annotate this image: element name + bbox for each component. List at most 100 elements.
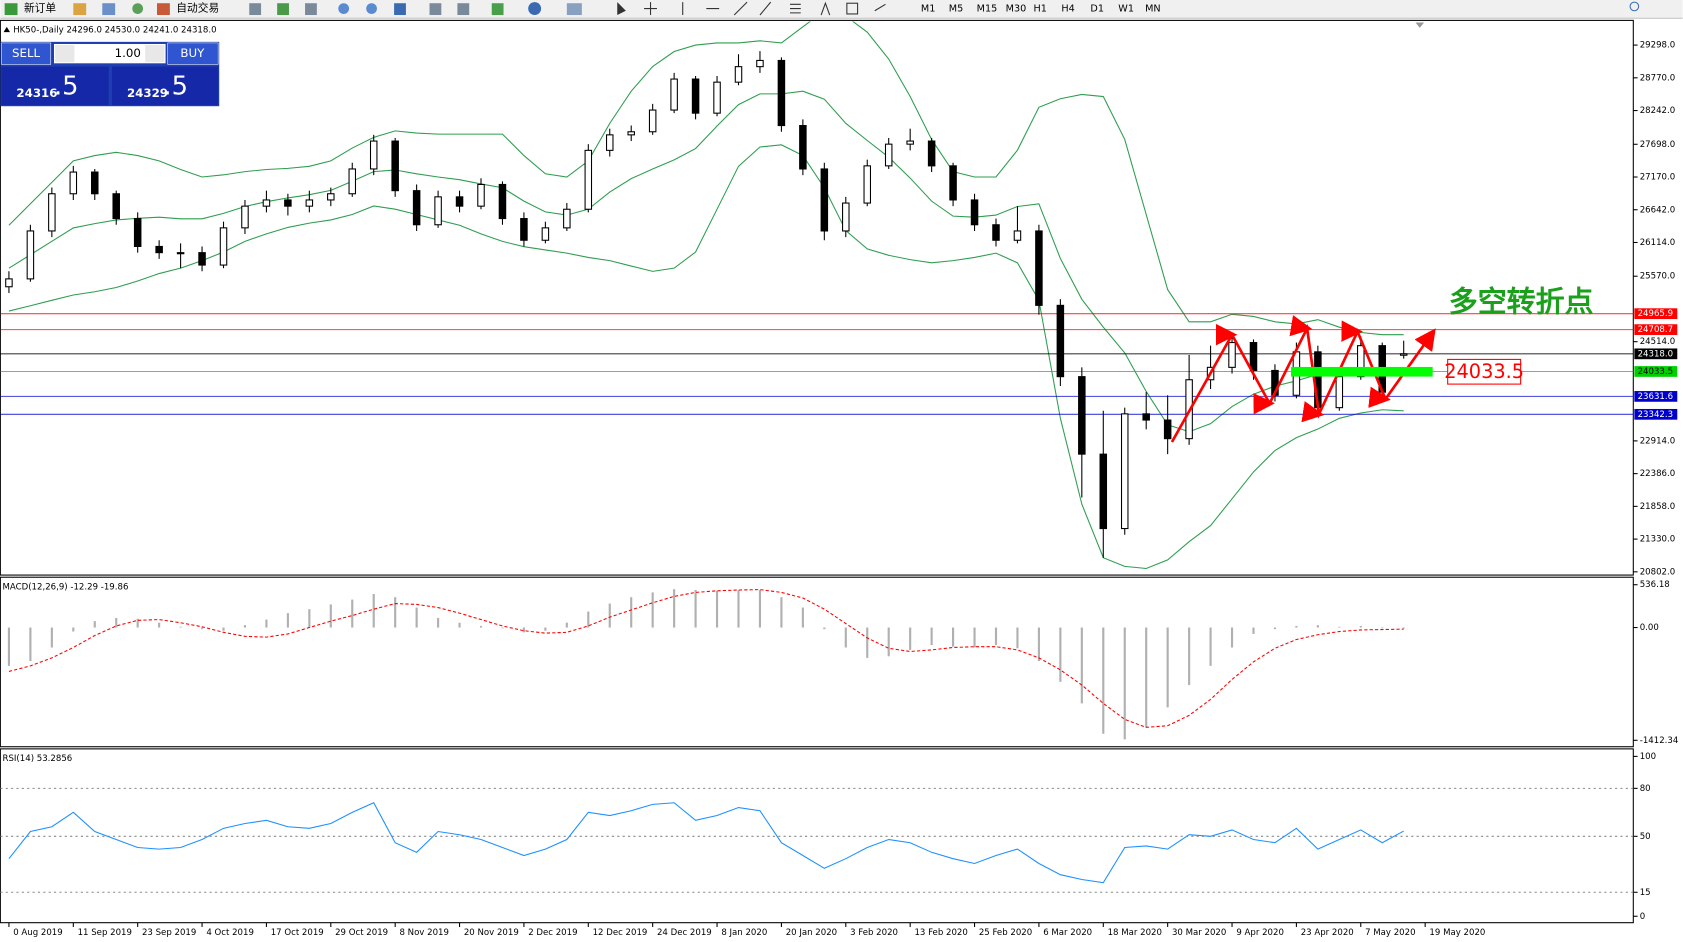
candle-body bbox=[927, 140, 936, 167]
price-level-label: 24318.0 bbox=[1638, 349, 1673, 359]
tool-icon[interactable] bbox=[102, 3, 116, 16]
candle-body bbox=[155, 245, 163, 254]
macd-frame bbox=[0, 576, 1634, 748]
cursor-tool[interactable] bbox=[617, 2, 626, 16]
bid-box[interactable] bbox=[1, 66, 109, 106]
candle-body bbox=[563, 208, 571, 229]
y-tick-label: 28242.0 bbox=[1640, 106, 1675, 116]
candle-body bbox=[48, 193, 56, 232]
candle-body bbox=[691, 78, 700, 114]
auto-trading-icon[interactable] bbox=[156, 3, 170, 16]
candle-body bbox=[1013, 230, 1022, 241]
candle-body bbox=[412, 190, 421, 226]
zoom-in[interactable] bbox=[338, 3, 350, 14]
x-tick-label: 6 Mar 2020 bbox=[1043, 928, 1092, 938]
chart-menu[interactable] bbox=[3, 26, 11, 33]
new-order-icon[interactable] bbox=[4, 3, 18, 16]
tool-icon[interactable] bbox=[566, 3, 582, 16]
lot-down[interactable] bbox=[55, 45, 75, 63]
tool-icons bbox=[249, 1, 886, 16]
crosshair-tool[interactable] bbox=[644, 2, 657, 16]
price-level-label: 24708.7 bbox=[1638, 325, 1673, 335]
timeframe-button[interactable]: W1 bbox=[1118, 4, 1134, 15]
candle-body bbox=[1099, 453, 1108, 530]
ask-box[interactable] bbox=[111, 66, 219, 106]
x-tick-label: 9 Apr 2020 bbox=[1236, 928, 1284, 938]
y-tick-label: 50 bbox=[1640, 832, 1651, 842]
candle-body bbox=[369, 140, 378, 170]
x-tick-label: 8 Jan 2020 bbox=[721, 928, 767, 938]
price-level-label: 23342.3 bbox=[1638, 410, 1673, 420]
zoom-out[interactable] bbox=[366, 3, 377, 14]
sell-button[interactable] bbox=[1, 42, 52, 65]
timeframe-button[interactable]: M30 bbox=[1006, 4, 1027, 15]
lot-input[interactable] bbox=[53, 43, 166, 64]
toolbar: 新订单 自动交易 bbox=[0, 0, 1683, 19]
timeframe-button[interactable]: MN bbox=[1145, 4, 1161, 15]
new-order-label[interactable]: 新订单 bbox=[24, 2, 56, 15]
x-tick-label: 20 Nov 2019 bbox=[464, 928, 519, 938]
timeframe-button[interactable]: D1 bbox=[1090, 4, 1104, 15]
bollinger-lower bbox=[8, 144, 1404, 570]
candle-body bbox=[1335, 376, 1344, 409]
tool-icon[interactable] bbox=[132, 3, 144, 14]
tool-icon[interactable] bbox=[73, 3, 87, 16]
x-tick-label: 29 Oct 2019 bbox=[335, 928, 388, 938]
candle-body bbox=[1399, 353, 1408, 356]
timeframe-button[interactable]: H1 bbox=[1034, 4, 1047, 15]
text-tool[interactable] bbox=[820, 1, 831, 16]
draw-tools[interactable] bbox=[682, 1, 801, 16]
tool-icon[interactable] bbox=[429, 3, 442, 16]
x-tick-label: 11 Sep 2019 bbox=[78, 928, 132, 938]
tool-icon[interactable] bbox=[457, 3, 470, 16]
bid-fraction[interactable]: .5 bbox=[54, 71, 79, 101]
buy-button[interactable] bbox=[167, 42, 219, 65]
candle-body bbox=[970, 199, 979, 226]
sell-label[interactable]: SELL bbox=[12, 46, 41, 60]
timeframe-button[interactable]: H4 bbox=[1061, 4, 1074, 15]
y-tick-label: 26642.0 bbox=[1640, 205, 1675, 215]
timeframe-button[interactable]: M1 bbox=[921, 4, 935, 15]
price-level-box bbox=[1634, 324, 1678, 335]
shift-marker[interactable] bbox=[1415, 22, 1425, 28]
y-tick-label: 25570.0 bbox=[1640, 272, 1675, 282]
y-tick-label: 21858.0 bbox=[1640, 502, 1675, 512]
candle-body bbox=[648, 109, 657, 133]
tool-icon[interactable] bbox=[249, 3, 262, 16]
y-tick-label: 21330.0 bbox=[1640, 535, 1675, 545]
tool-icon[interactable] bbox=[491, 3, 504, 16]
candle-body bbox=[284, 199, 292, 207]
pivot-zone bbox=[1291, 366, 1433, 377]
tool-icon[interactable] bbox=[277, 3, 289, 16]
rsi-title: RSI(14) 53.2856 bbox=[2, 754, 72, 764]
trade-panel: SELL 1.00 BUY 24316 .5 24329 .5 bbox=[0, 41, 220, 107]
candle-body bbox=[262, 199, 271, 207]
search-icon[interactable] bbox=[1629, 1, 1640, 12]
candle-body bbox=[949, 165, 957, 201]
y-tick-label: 80 bbox=[1640, 784, 1651, 794]
timeframe-button[interactable]: M5 bbox=[949, 4, 963, 15]
ask-main[interactable]: 24329 bbox=[127, 86, 168, 100]
lot-value[interactable]: 1.00 bbox=[115, 46, 141, 60]
x-tick-label: 17 Oct 2019 bbox=[271, 928, 324, 938]
arrow-tool[interactable] bbox=[874, 3, 886, 12]
label-tool[interactable] bbox=[846, 2, 859, 15]
candle-body bbox=[91, 171, 99, 195]
y-tick-label: 100 bbox=[1640, 752, 1656, 762]
candle-body bbox=[1228, 342, 1236, 368]
candle-body bbox=[305, 199, 314, 207]
auto-trading-label[interactable]: 自动交易 bbox=[176, 2, 219, 15]
candle-body bbox=[777, 59, 786, 127]
bid-main[interactable]: 24316 bbox=[16, 86, 57, 100]
candle-body bbox=[1035, 230, 1043, 306]
tool-icon[interactable] bbox=[305, 3, 317, 16]
timeframe-button[interactable]: M15 bbox=[977, 4, 998, 15]
lot-up[interactable] bbox=[145, 45, 165, 63]
x-tick-label: 18 Mar 2020 bbox=[1108, 928, 1162, 938]
buy-label[interactable]: BUY bbox=[180, 46, 205, 60]
tool-icon[interactable] bbox=[528, 2, 542, 16]
tool-icon[interactable] bbox=[394, 3, 406, 16]
y-tick-label: -1412.34 bbox=[1640, 736, 1679, 746]
ask-fraction[interactable]: .5 bbox=[163, 71, 188, 101]
y-tick-label: 27698.0 bbox=[1640, 140, 1675, 150]
